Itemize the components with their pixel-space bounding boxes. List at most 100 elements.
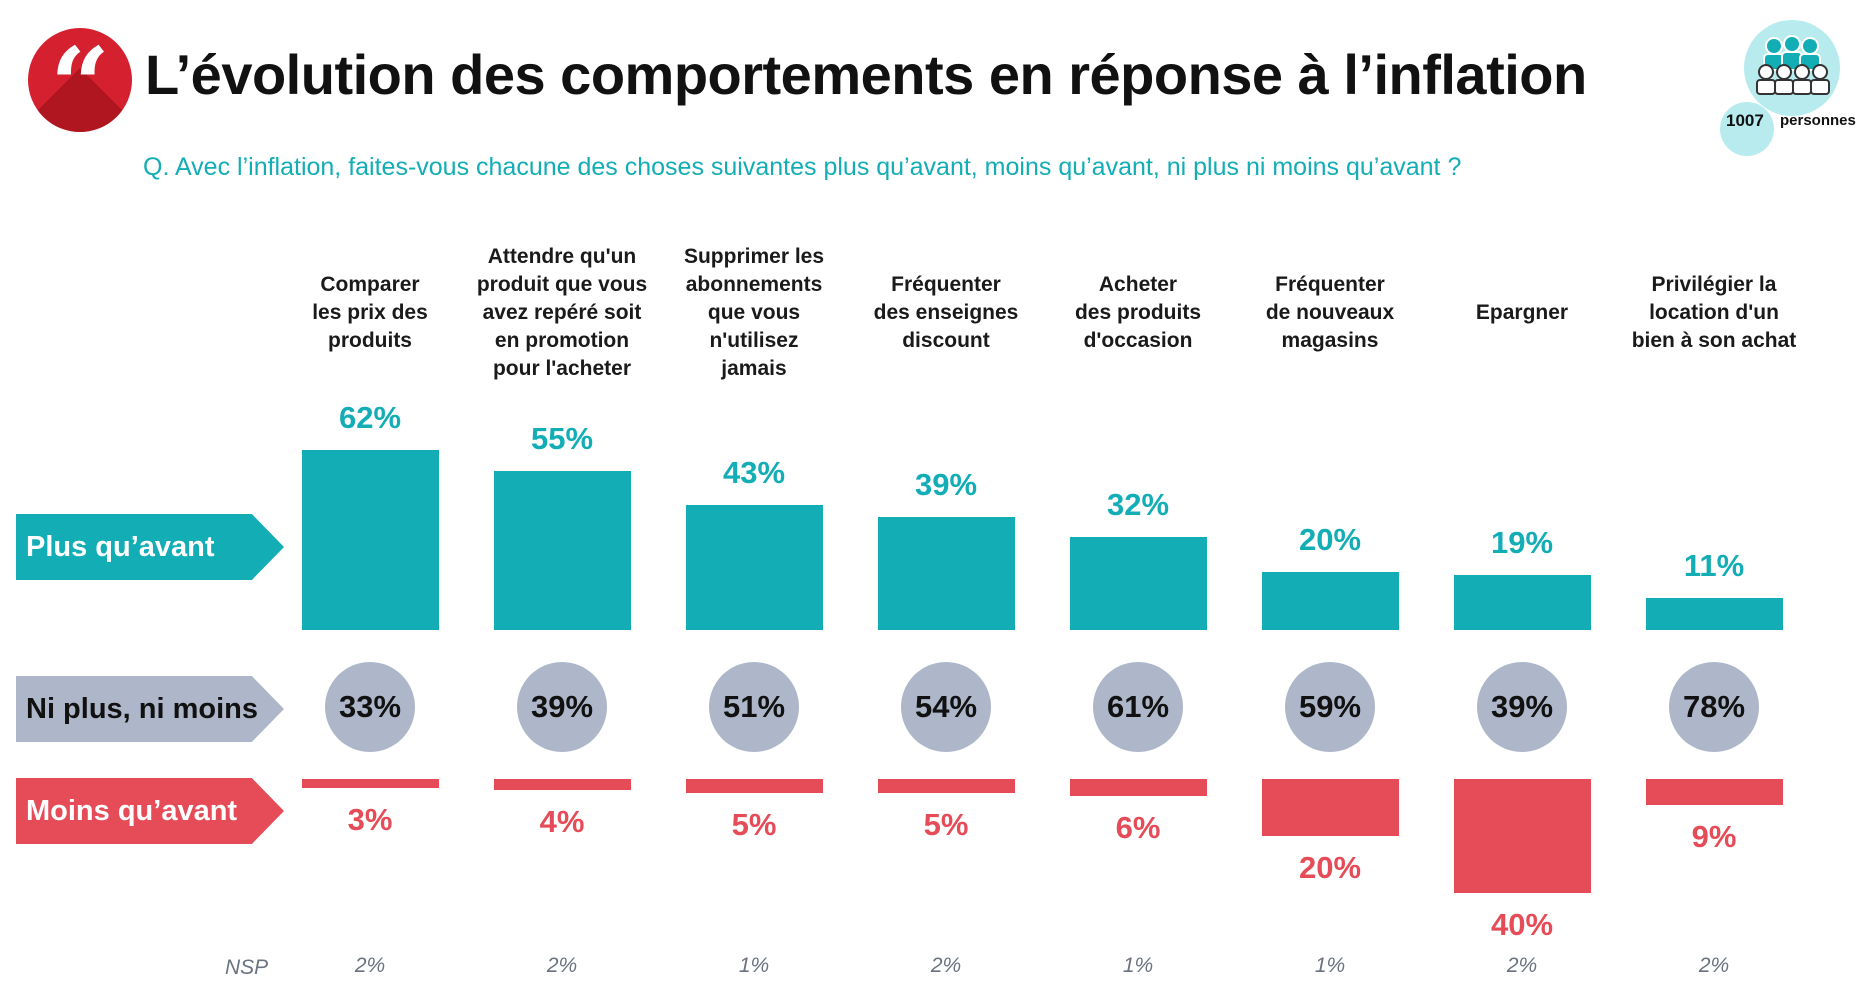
category-label-line: Supprimer les — [683, 245, 825, 268]
category-label-line: Privilégier la — [1651, 273, 1777, 296]
category-label-line: en promotion — [494, 329, 630, 352]
category-label: Supprimer les abonnements que vous n'utilis… — [659, 240, 849, 386]
category-label-line: produits — [328, 329, 412, 352]
quote-icon: “ — [50, 28, 110, 133]
category-label: Fréquenter des enseignes discount — [851, 240, 1041, 386]
category-label-line: n'utilisez — [709, 329, 799, 352]
category-label-line: abonnements — [685, 273, 823, 296]
category-label-text: Fréquenter de nouveaux magasins — [1266, 271, 1394, 355]
category-label-line: pour l'acheter — [492, 357, 631, 380]
value-plus: 62% — [338, 400, 402, 436]
category-label-line: location d'un — [1649, 301, 1779, 324]
category-label-text: Fréquenter des enseignes discount — [874, 271, 1019, 355]
value-moins: 5% — [731, 807, 777, 843]
value-ni-circle: 54% — [901, 662, 991, 752]
bar-plus — [685, 505, 823, 630]
value-moins: 20% — [1298, 850, 1362, 885]
value-ni-circle: 39% — [1477, 662, 1567, 752]
value-moins: 9% — [1691, 818, 1737, 854]
category-label-line: jamais — [721, 357, 787, 380]
category-label-line: produit que vous — [476, 273, 648, 296]
row-label-moins-text: Moins qu’avant — [26, 794, 238, 827]
category-label-line: Fréquenter — [1275, 273, 1385, 296]
people-group-graphic — [1756, 35, 1830, 95]
category-label-line: Comparer — [320, 273, 420, 296]
value-plus: 43% — [722, 455, 786, 491]
value-plus: 19% — [1490, 524, 1554, 560]
category-label: Privilégier la location d'un bien à son ac… — [1619, 240, 1809, 386]
row-label-nsp: NSP — [225, 956, 269, 979]
value-ni-circle: 59% — [1285, 662, 1375, 752]
bar-moins — [685, 779, 823, 794]
category-label-line: Attendre qu'un — [487, 245, 637, 268]
value-moins: 3% — [347, 802, 393, 837]
value-nsp: 2% — [1698, 954, 1730, 977]
bar-plus — [301, 450, 439, 630]
value-nsp: 1% — [1314, 954, 1346, 977]
category-label-text: Privilégier la location d'un bien à son ac… — [1632, 271, 1797, 355]
category-label-text: Comparer les prix des produits — [312, 271, 428, 355]
value-plus: 20% — [1298, 522, 1362, 557]
category-label: Epargner — [1427, 240, 1617, 386]
bar-moins — [1261, 779, 1399, 836]
value-nsp: 1% — [738, 954, 770, 977]
category-label-text: Attendre qu'un produit que vous avez repér… — [477, 243, 647, 383]
category-label-text: Supprimer les abonnements que vous n'utilis… — [684, 243, 824, 383]
value-ni-circle: 39% — [517, 662, 607, 752]
bar-plus — [877, 516, 1015, 630]
value-plus: 11% — [1683, 548, 1745, 584]
value-moins: 6% — [1115, 810, 1161, 846]
value-ni-circle: 78% — [1669, 662, 1759, 752]
category-label-line: discount — [902, 329, 990, 352]
category-label-line: Fréquenter — [891, 273, 1001, 296]
people-group-icon — [1744, 20, 1840, 116]
category-label-line: les prix des — [312, 301, 428, 324]
value-nsp: 2% — [354, 954, 386, 977]
bar-plus — [1453, 574, 1591, 630]
value-moins: 40% — [1490, 907, 1554, 942]
category-label-text: Acheter des produits d'occasion — [1075, 271, 1201, 355]
bar-moins — [1453, 779, 1591, 893]
bar-moins — [1645, 779, 1783, 805]
value-ni-circle: 61% — [1093, 662, 1183, 752]
category-label-line: magasins — [1281, 329, 1379, 352]
category-label-line: bien à son achat — [1631, 329, 1797, 352]
row-label-plus-text: Plus qu’avant — [26, 530, 215, 563]
category-label-line: Acheter — [1098, 273, 1178, 296]
category-label-line: Epargner — [1475, 301, 1569, 324]
value-nsp: 2% — [546, 954, 578, 977]
bar-moins — [493, 779, 631, 791]
value-moins: 4% — [539, 804, 585, 840]
category-label: Acheter des produits d'occasion — [1043, 240, 1233, 386]
bar-moins — [877, 779, 1015, 794]
category-label: Comparer les prix des produits — [275, 240, 465, 386]
sample-size-badge: 1007 personnes — [1720, 16, 1860, 156]
category-label-line: des enseignes — [873, 301, 1019, 324]
row-label-plus: Plus qu’avant — [16, 514, 284, 580]
category-label: Fréquenter de nouveaux magasins — [1235, 240, 1425, 386]
category-label: Attendre qu'un produit que vous avez repér… — [467, 240, 657, 386]
bar-plus — [493, 470, 631, 630]
bar-plus — [1069, 537, 1207, 630]
value-plus: 39% — [914, 466, 978, 502]
bar-plus — [1261, 572, 1399, 630]
value-plus: 32% — [1106, 487, 1170, 523]
row-label-moins: Moins qu’avant — [16, 778, 284, 844]
value-plus: 55% — [530, 420, 594, 456]
bar-moins — [301, 779, 439, 788]
value-nsp: 2% — [930, 954, 962, 977]
category-label-text: Epargner — [1476, 299, 1568, 327]
quote-badge: “ — [28, 28, 132, 132]
value-moins: 5% — [923, 807, 969, 843]
category-label-line: des produits — [1074, 301, 1201, 324]
page-title: L’évolution des comportements en réponse… — [145, 43, 1587, 106]
row-label-ni: Ni plus, ni moins — [16, 676, 284, 742]
sample-unit: personnes — [1780, 112, 1856, 129]
value-ni-circle: 33% — [325, 662, 415, 752]
row-label-ni-text: Ni plus, ni moins — [26, 692, 259, 725]
sample-count-circle — [1720, 102, 1774, 156]
value-nsp: 1% — [1122, 954, 1154, 977]
sample-count: 1007 — [1726, 111, 1764, 130]
category-label-line: que vous — [707, 301, 801, 324]
value-nsp: 2% — [1506, 954, 1538, 977]
